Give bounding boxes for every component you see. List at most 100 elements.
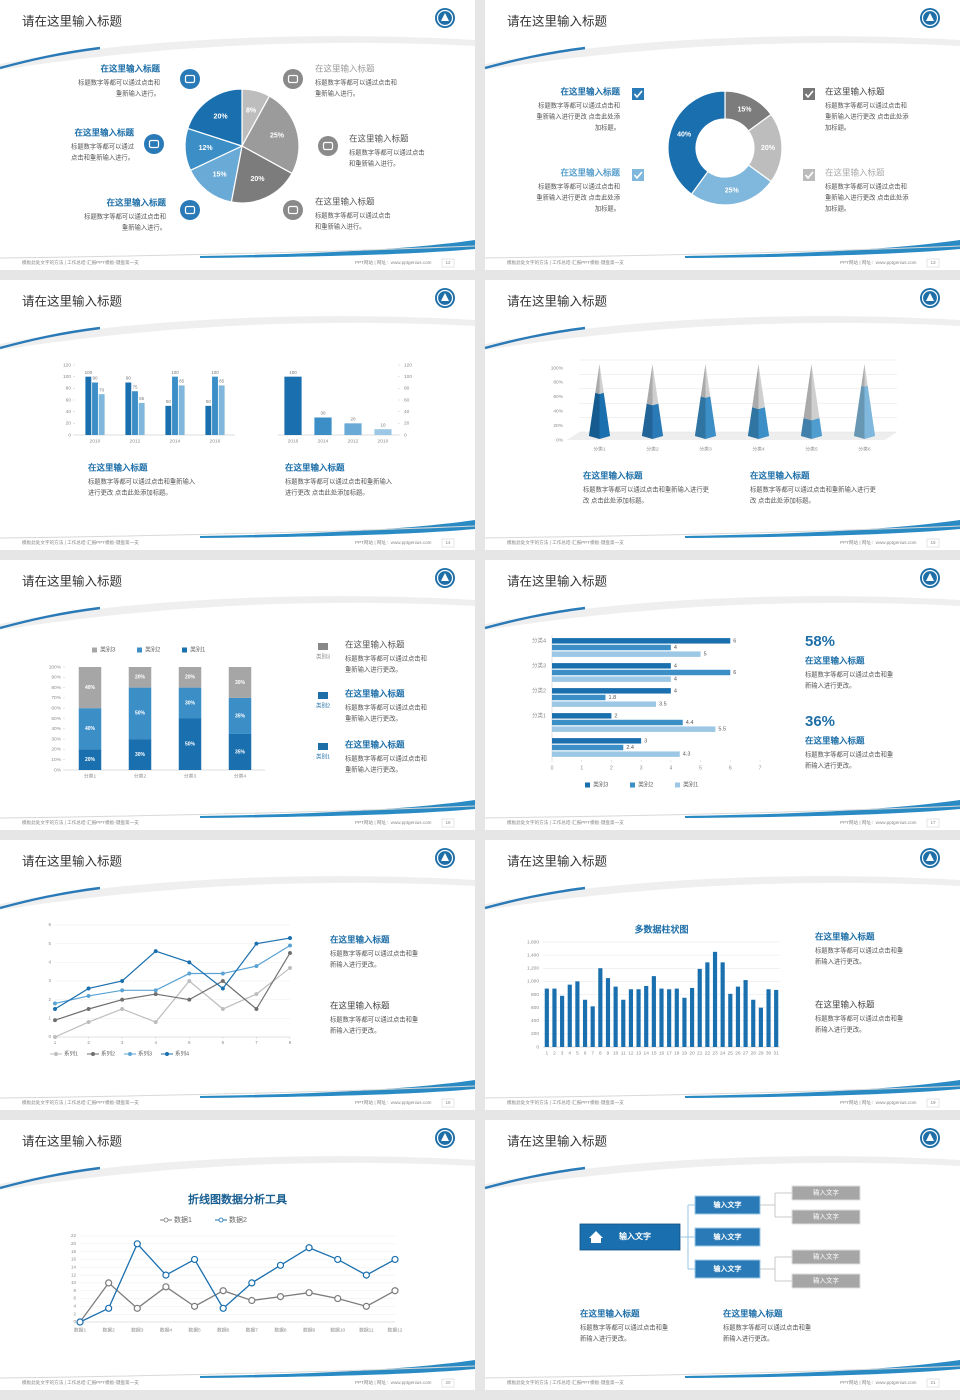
legend-marker: [54, 1051, 59, 1056]
value-label: 5.5: [718, 727, 726, 733]
point: [153, 1020, 158, 1025]
block-text: 重新输入进行更改 点击此处添: [536, 112, 620, 121]
page-box: [441, 1378, 455, 1388]
y-tick-label: 1,400: [527, 952, 539, 958]
bar: [758, 1007, 763, 1047]
footer-left: 模板此处文字的方法 | 工作总结-汇报PPT模板-键盘第一支: [22, 539, 139, 546]
legend-swatch: [182, 647, 187, 653]
legend-marker: [91, 1051, 96, 1056]
block-text: 改 点击此处添加标题。: [750, 496, 815, 505]
x-tick-label: 数据10: [330, 1326, 345, 1333]
value-label: 4.4: [686, 720, 694, 726]
category-label: 16: [659, 1050, 665, 1056]
y-tick-label: 100%: [551, 365, 564, 371]
big-percent: 36%: [805, 713, 835, 730]
legend-swatch: [585, 782, 590, 788]
point: [220, 986, 225, 991]
bar: [552, 719, 683, 726]
x-tick-label: 数据11: [359, 1326, 374, 1333]
category-label: 2016: [288, 438, 299, 444]
block-text: 标题数字等都可以通过点击和: [538, 101, 620, 110]
point: [334, 1255, 342, 1264]
x-tick-label: 7: [255, 1040, 258, 1045]
leaf-label: 输入文字: [813, 1188, 840, 1197]
block-heading: 在这里输入标题: [349, 133, 409, 143]
category-label: 分类4: [752, 445, 765, 452]
footer-right: PPT网站 | 网址：www.pptgenius.com: [840, 1379, 917, 1386]
footer-swoosh: [685, 240, 960, 258]
point: [362, 1302, 370, 1310]
bar: [689, 987, 695, 1047]
block-heading: 在这里输入标题: [315, 196, 375, 206]
slice-label: 20%: [251, 176, 266, 183]
logo-mark: [926, 1133, 934, 1141]
point: [391, 1287, 399, 1295]
x-tick-label: 6: [729, 765, 732, 771]
slice-label: 15%: [213, 172, 228, 179]
y-tick-label: 70%: [51, 695, 61, 701]
series-line: [54, 945, 291, 1004]
block-heading: 在这里输入标题: [825, 86, 885, 96]
y-tick-label: 0%: [54, 767, 62, 773]
icon-glyph: [287, 205, 299, 215]
x-tick-label: 2: [87, 1040, 90, 1045]
block-heading: 在这里输入标题: [330, 934, 390, 944]
value-label: 50: [166, 399, 172, 404]
pyramid-face: [864, 364, 868, 387]
logo-ring: [436, 849, 454, 867]
checkmark: [633, 90, 643, 99]
y-tick-label: 22: [71, 1233, 77, 1238]
block-text: 和重新输入进行。: [315, 222, 365, 231]
point: [120, 997, 125, 1002]
footer-line: [484, 525, 960, 539]
bar: [165, 405, 172, 435]
block-text: 标题数字等都可以通过点击和重: [580, 1323, 668, 1332]
value-label: 6: [733, 638, 736, 644]
page-number: 19: [930, 1100, 936, 1105]
legend-label: 系列3: [138, 1049, 152, 1057]
category-label: 2010: [378, 438, 389, 444]
value-label: 30%: [135, 752, 146, 758]
block-text: 进行更改 点击此处添加标题。: [285, 488, 369, 497]
bar: [705, 962, 710, 1047]
pyramid-face: [864, 385, 876, 439]
block-text: 标题数字等都可以通过点击: [349, 148, 425, 157]
y-tick-label: 40: [404, 409, 410, 415]
category-label: 26: [735, 1050, 741, 1056]
bar: [212, 376, 218, 435]
category-label: 分类5: [805, 445, 818, 452]
branch-label: 输入文字: [714, 1264, 742, 1273]
bar: [560, 995, 565, 1047]
x-tick-label: 数据1: [74, 1326, 87, 1333]
x-tick-label: 1: [580, 765, 583, 771]
point: [187, 997, 192, 1002]
point: [287, 936, 293, 941]
bar: [218, 385, 225, 435]
point: [254, 1006, 259, 1012]
footer-right: PPT网站 | 网址：www.pptgenius.com: [840, 539, 917, 546]
icon-glyph: [184, 74, 196, 84]
point: [153, 988, 158, 993]
bar-segment: [78, 708, 102, 750]
y-tick-label: 8: [73, 1288, 76, 1293]
page-number: 17: [930, 820, 936, 825]
checkmark: [804, 90, 814, 99]
category-label: 18: [674, 1050, 680, 1056]
legend-label: 系列2: [101, 1049, 115, 1057]
y-tick-label: 20: [71, 1241, 77, 1246]
pyramid-face: [652, 364, 659, 406]
pie-slice: [667, 90, 726, 195]
value-label: 2.4: [626, 745, 634, 751]
bar: [682, 997, 687, 1047]
point: [305, 1289, 313, 1297]
bar: [344, 423, 362, 435]
icon-glyph: [184, 205, 196, 215]
y-tick-label: 40%: [51, 726, 61, 732]
connector: [760, 1192, 792, 1218]
footer-left: 模板此处文字的方法 | 工作总结-汇报PPT模板-键盘第一支: [22, 1099, 139, 1106]
y-tick-label: 40: [66, 409, 72, 415]
y-tick-label: 6: [48, 922, 51, 927]
header-line: [0, 1166, 101, 1190]
